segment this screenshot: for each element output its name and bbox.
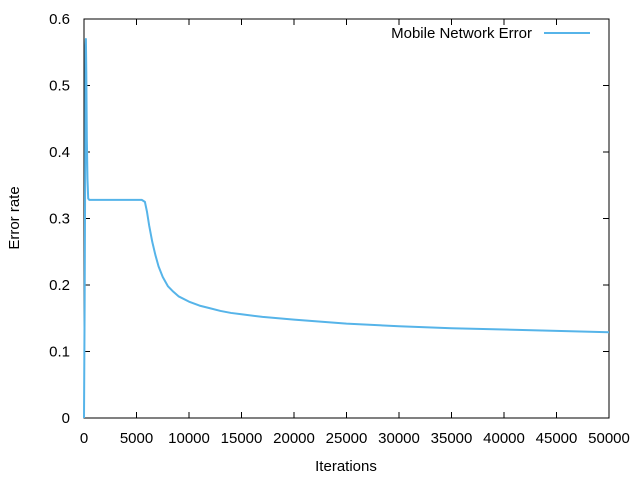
y-tick-label: 0 (62, 410, 70, 427)
y-tick-label: 0.5 (49, 78, 70, 95)
axis-ticks (83, 18, 610, 419)
x-tick-label: 15000 (221, 430, 263, 447)
y-axis-title: Error rate (6, 186, 23, 249)
x-tick-label: 40000 (483, 430, 525, 447)
x-tick-label: 50000 (588, 430, 630, 447)
series-line (83, 37, 610, 419)
y-tick-label: 0.3 (49, 211, 70, 228)
y-tick-label: 0.2 (49, 277, 70, 294)
plot-frame (83, 18, 610, 419)
x-tick-label: 5000 (120, 430, 153, 447)
x-tick-label: 20000 (273, 430, 315, 447)
y-tick-label: 0.6 (49, 11, 70, 28)
y-tick-label: 0.4 (49, 144, 70, 161)
series-group (83, 37, 610, 419)
legend-label: Mobile Network Error (391, 25, 532, 42)
x-tick-label: 30000 (378, 430, 420, 447)
x-tick-label: 45000 (536, 430, 578, 447)
x-tick-label: 0 (80, 430, 88, 447)
axis-tick-labels: 0 5000 10000 15000 20000 25000 30000 35000 40000… (49, 11, 630, 447)
x-tick-label: 10000 (168, 430, 210, 447)
x-tick-label: 25000 (326, 430, 368, 447)
legend: Mobile Network Error (391, 25, 590, 42)
y-tick-label: 0.1 (49, 344, 70, 361)
x-axis-title: Iterations (315, 458, 377, 475)
x-tick-label: 35000 (431, 430, 473, 447)
